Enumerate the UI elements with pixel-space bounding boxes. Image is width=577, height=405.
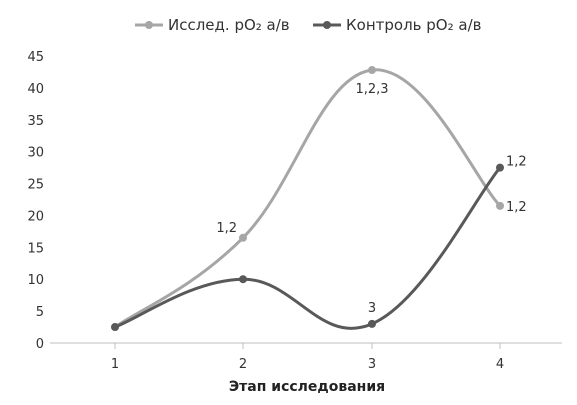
data-label: 1,2 bbox=[506, 155, 527, 170]
series-1: 1,2 1,2,3 1,2 bbox=[111, 66, 527, 332]
y-tick-label: 0 bbox=[36, 337, 44, 352]
series-2-point bbox=[496, 163, 504, 172]
legend: Исслед. pO₂ а/в Контроль pO₂ а/в bbox=[135, 16, 481, 34]
x-tick-label: 4 bbox=[496, 357, 504, 372]
y-tick-label: 10 bbox=[27, 273, 44, 288]
y-tick-label: 40 bbox=[27, 82, 44, 97]
series-2-point bbox=[368, 319, 376, 328]
y-tick-label: 20 bbox=[27, 209, 44, 224]
series-layer: 1,21,2,31,231,2 bbox=[111, 66, 527, 332]
data-label: 1,2 bbox=[506, 200, 527, 215]
series-1-point bbox=[496, 201, 504, 210]
series-2-line bbox=[114, 166, 502, 330]
y-tick-label: 25 bbox=[27, 178, 44, 193]
legend-label-series-1: Исслед. pO₂ а/в bbox=[168, 16, 290, 34]
series-2-point bbox=[239, 275, 247, 284]
series-2: 31,2 bbox=[111, 155, 527, 332]
legend-label-series-2: Контроль pO₂ а/в bbox=[346, 16, 481, 34]
x-axis-title: Этап исследования bbox=[229, 379, 385, 395]
y-tick-label: 15 bbox=[27, 241, 44, 256]
data-label: 3 bbox=[368, 301, 376, 316]
series-1-point bbox=[368, 66, 376, 75]
axes: 0 5 10 15 20 25 30 35 40 45 1 2 3 4 bbox=[27, 50, 562, 372]
series-1-line bbox=[114, 68, 502, 329]
x-tick-label: 3 bbox=[368, 357, 376, 372]
legend-marker-series-1 bbox=[145, 21, 153, 29]
data-label: 1,2 bbox=[216, 221, 237, 236]
y-tick-label: 45 bbox=[27, 50, 44, 65]
series-2-point bbox=[111, 323, 119, 332]
y-tick-label: 5 bbox=[36, 305, 44, 320]
data-label: 1,2,3 bbox=[355, 82, 388, 97]
series-1-point bbox=[239, 233, 247, 242]
legend-marker-series-2 bbox=[323, 21, 331, 29]
x-tick-label: 2 bbox=[239, 357, 247, 372]
y-tick-label: 30 bbox=[27, 146, 44, 161]
y-tick-label: 35 bbox=[27, 114, 44, 129]
x-tick-label: 1 bbox=[111, 357, 119, 372]
